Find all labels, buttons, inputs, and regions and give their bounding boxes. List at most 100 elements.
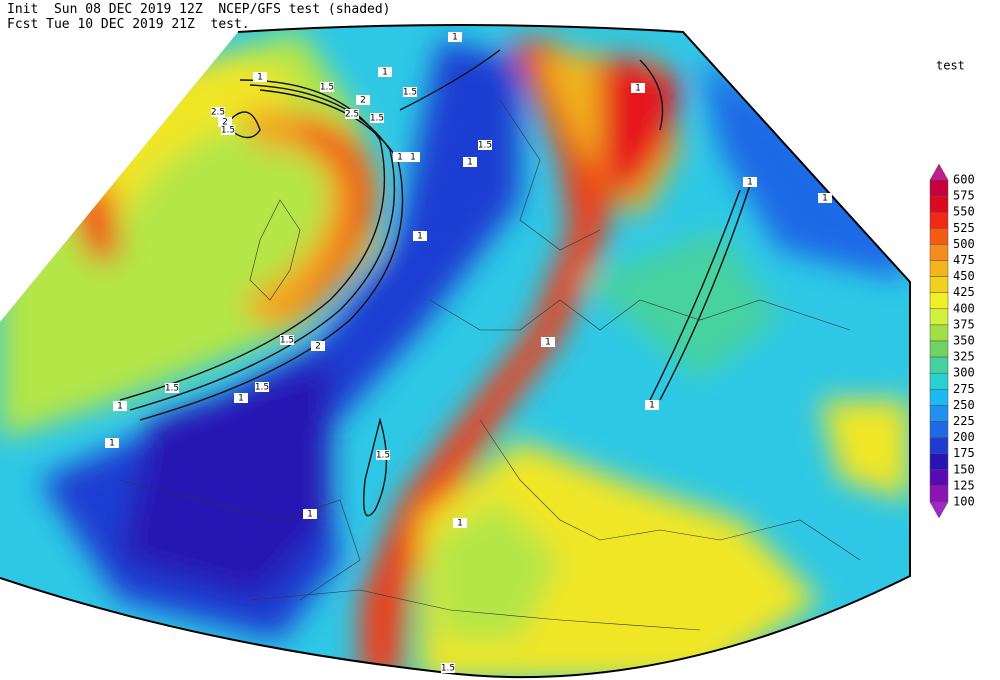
contour-label: 1.5 <box>280 335 294 346</box>
colorbar-label: 575 <box>953 189 975 203</box>
colorbar-box <box>929 228 949 245</box>
contour-label-text: 1 <box>822 194 828 204</box>
contour-label-bg <box>378 67 392 77</box>
contour-label-bg <box>218 117 232 127</box>
colorbar-box <box>929 179 949 197</box>
colorbar-label: 200 <box>953 430 975 444</box>
contour-label-bg <box>234 393 248 403</box>
colorbar-box <box>929 211 949 229</box>
contour-label: 1 <box>105 438 119 449</box>
colorbar-box <box>929 340 949 358</box>
colorbar-label: 600 <box>953 173 975 187</box>
contour-label-bg <box>743 177 757 187</box>
contour-label-text: 2 <box>222 118 228 128</box>
colorbar-box <box>929 324 949 342</box>
contour-label-text: 1.5 <box>370 114 384 124</box>
contour-label-text: 1.5 <box>165 384 179 394</box>
colorbar-label: 100 <box>953 495 975 509</box>
contour-label-bg <box>255 382 269 392</box>
contour-label-bg <box>221 125 235 135</box>
colorbar-label: 275 <box>953 382 975 396</box>
colorbar-label: 550 <box>953 205 975 219</box>
contour-label: 1 <box>303 509 317 520</box>
contour-label-bg <box>645 400 659 410</box>
colorbar-box <box>929 356 949 374</box>
contour-label-text: 1 <box>452 33 458 43</box>
contour-label-text: 1.5 <box>403 88 417 98</box>
contour-label-text: 1.5 <box>478 141 492 151</box>
contour-label-bg <box>453 518 467 528</box>
contour-label-text: 2.5 <box>211 108 225 118</box>
contour-label-bg <box>345 109 359 119</box>
contour-label: 1.5 <box>370 113 384 124</box>
colorbar-label: 300 <box>953 366 975 380</box>
contour-label: 1.5 <box>320 82 334 93</box>
colorbar-label: 475 <box>953 253 975 267</box>
contour-label: 1 <box>448 32 462 43</box>
contour-label-text: 1 <box>307 510 313 520</box>
contour-label-text: 1 <box>117 402 123 412</box>
contour-label: 1 <box>113 401 127 412</box>
contour-label-text: 1 <box>410 153 416 163</box>
colorbar-box <box>929 276 949 293</box>
colorbar-box <box>929 244 949 261</box>
contour-label-bg <box>413 231 427 241</box>
contours <box>119 49 751 517</box>
contour-label: 1 <box>406 152 420 163</box>
contour-label-text: 1 <box>257 73 263 83</box>
contour-label-bg <box>311 341 325 351</box>
colorbar-title: test <box>936 59 965 73</box>
contour-label: 1.5 <box>165 383 179 394</box>
colorbar-label: 225 <box>953 414 975 428</box>
contour-label-bg <box>370 113 384 123</box>
contour-label-bg <box>303 509 317 519</box>
contour-label-text: 1 <box>397 153 403 163</box>
colorbar-box <box>929 453 949 471</box>
contour-label-text: 1 <box>109 439 115 449</box>
colorbar-box <box>929 421 949 438</box>
header-line: Fcst Tue 10 DEC 2019 21Z test. <box>7 17 250 32</box>
contour-label-bg <box>631 83 645 93</box>
contour-label-text: 1 <box>649 401 655 411</box>
contour-label: 2.5 <box>211 107 225 118</box>
contour-label: 1 <box>453 518 467 529</box>
colorbar-label: 400 <box>953 301 975 315</box>
contour-label-text: 1 <box>457 519 463 529</box>
colorbar-label: 525 <box>953 221 975 235</box>
colorbar-box <box>929 308 949 326</box>
contour-label: 2 <box>311 341 325 352</box>
contour-label-bg <box>393 152 407 162</box>
contour-label: 1 <box>631 83 645 94</box>
contour-label-text: 1 <box>635 84 641 94</box>
map-border <box>0 24 911 679</box>
colorbar-box <box>929 437 949 454</box>
contour-label-bg <box>541 337 555 347</box>
contour-label-text: 1 <box>417 232 423 242</box>
contour-label: 1 <box>645 400 659 411</box>
contour-label-bg <box>403 87 417 97</box>
contour-label-text: 2 <box>315 342 321 352</box>
contour-label: 1 <box>541 337 555 348</box>
contour-label: 1.5 <box>441 663 455 674</box>
colorbar-label: 450 <box>953 269 975 283</box>
colorbar-box <box>929 372 949 390</box>
colorbar-box <box>929 485 949 503</box>
contour-label-text: 1.5 <box>280 336 294 346</box>
contour-label-text: 1.5 <box>255 383 269 393</box>
contour-label: 1 <box>818 193 832 204</box>
contour-label-bg <box>105 438 119 448</box>
contour-label-text: 1 <box>747 178 753 188</box>
colorbar-box <box>929 389 949 406</box>
contour-label-bg <box>113 401 127 411</box>
contour-label: 1 <box>413 231 427 242</box>
contour-label-bg <box>356 95 370 105</box>
contour-label-bg <box>406 152 420 162</box>
contour-label-bg <box>478 140 492 150</box>
colorbar-label: 175 <box>953 446 975 460</box>
colorbar-label: 375 <box>953 317 975 331</box>
colorbar-triangle <box>929 163 949 181</box>
colorbar-box <box>929 405 949 422</box>
